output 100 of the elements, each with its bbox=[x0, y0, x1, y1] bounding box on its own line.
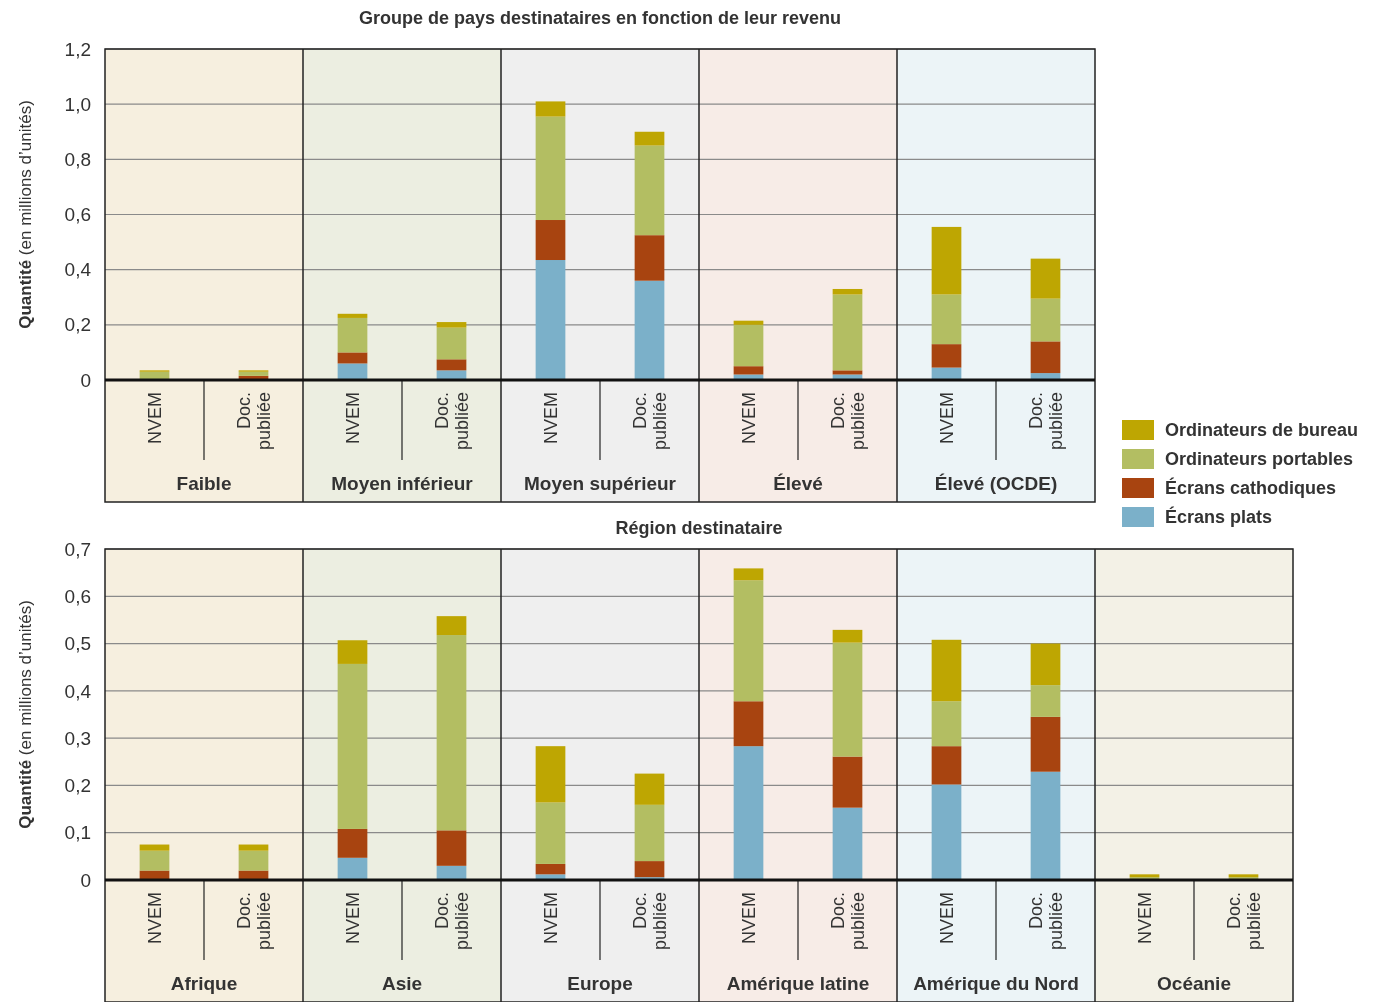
bar bbox=[931, 344, 962, 368]
text: Asie bbox=[381, 973, 423, 994]
bar bbox=[1030, 685, 1061, 717]
bar bbox=[337, 352, 368, 364]
bar bbox=[634, 773, 665, 805]
legend-label: Écrans cathodiques bbox=[1165, 477, 1337, 499]
bar bbox=[535, 863, 566, 875]
bar bbox=[733, 568, 764, 581]
y-tick-label: 1,0 bbox=[64, 93, 91, 115]
x-tick-label: Doc. publiée bbox=[1223, 892, 1264, 951]
y-axis-title: Quantité (en millions d’unités) bbox=[16, 600, 35, 829]
bar bbox=[733, 320, 764, 325]
x-tick-label: Doc. publiée bbox=[431, 892, 472, 951]
bar bbox=[1030, 643, 1061, 686]
x-tick-label: NVEM bbox=[936, 392, 957, 445]
bar bbox=[1030, 341, 1061, 374]
bar bbox=[1030, 716, 1061, 772]
y-tick-label: 0 bbox=[80, 369, 91, 391]
bar bbox=[1030, 298, 1061, 342]
y-tick-label: 0,5 bbox=[64, 633, 91, 655]
x-tick-label: NVEM bbox=[936, 892, 957, 945]
bar bbox=[931, 784, 962, 880]
text: Faible bbox=[176, 473, 232, 494]
bar bbox=[832, 756, 863, 808]
bar bbox=[634, 861, 665, 878]
bar bbox=[634, 145, 665, 236]
bar bbox=[733, 746, 764, 880]
bar bbox=[931, 746, 962, 785]
bar bbox=[238, 371, 269, 376]
y-tick-label: 0,4 bbox=[64, 259, 92, 281]
bar bbox=[733, 701, 764, 747]
bar bbox=[832, 629, 863, 643]
bar bbox=[139, 850, 170, 871]
bar bbox=[1030, 771, 1061, 880]
bar bbox=[337, 363, 368, 380]
y-tick-label: 0,3 bbox=[64, 727, 91, 749]
text: Afrique bbox=[170, 973, 238, 994]
bar bbox=[535, 746, 566, 803]
x-tick-label: Doc. publiée bbox=[233, 892, 274, 951]
x-tick-label: NVEM bbox=[144, 892, 165, 945]
bar bbox=[832, 294, 863, 371]
bar bbox=[337, 857, 368, 880]
x-tick-label: Doc. publiée bbox=[1025, 892, 1066, 951]
bar bbox=[436, 830, 467, 866]
bar bbox=[436, 616, 467, 636]
bar bbox=[634, 804, 665, 862]
legend-label: Écrans plats bbox=[1165, 506, 1273, 528]
x-tick-label: NVEM bbox=[342, 892, 363, 945]
bar bbox=[733, 324, 764, 367]
bar bbox=[436, 327, 467, 360]
y-tick-label: 0,8 bbox=[64, 148, 91, 170]
bar bbox=[931, 639, 962, 702]
bar bbox=[931, 294, 962, 345]
bar bbox=[337, 313, 368, 318]
x-tick-label: Doc. publiée bbox=[1025, 392, 1066, 451]
x-tick-label: NVEM bbox=[342, 392, 363, 445]
bar bbox=[535, 802, 566, 864]
bar bbox=[337, 640, 368, 664]
bar bbox=[337, 663, 368, 829]
y-tick-label: 0,2 bbox=[64, 775, 91, 797]
y-axis-title: Quantité (en millions d’unités) bbox=[16, 100, 35, 329]
bar bbox=[436, 359, 467, 371]
bar bbox=[535, 220, 566, 261]
bar bbox=[931, 701, 962, 747]
y-tick-label: 0 bbox=[80, 869, 91, 891]
bar bbox=[733, 366, 764, 375]
y-tick-label: 0,2 bbox=[64, 314, 91, 336]
legend-label: Ordinateurs portables bbox=[1165, 449, 1354, 470]
bar bbox=[436, 370, 467, 380]
chart-title: Région destinataire bbox=[615, 518, 783, 538]
bar bbox=[1030, 258, 1061, 299]
text: Moyen inférieur bbox=[331, 473, 474, 494]
bar bbox=[238, 850, 269, 871]
chart-title: Groupe de pays destinataires en fonction de leur revenu bbox=[358, 8, 842, 28]
x-tick-label: NVEM bbox=[144, 392, 165, 445]
x-tick-label: NVEM bbox=[540, 392, 561, 445]
bar bbox=[535, 116, 566, 221]
bar bbox=[832, 642, 863, 757]
text: Amérique latine bbox=[726, 973, 870, 994]
bar bbox=[238, 844, 269, 851]
x-tick-label: NVEM bbox=[540, 892, 561, 945]
x-tick-label: Doc. publiée bbox=[629, 892, 670, 951]
x-tick-label: Doc. publiée bbox=[233, 392, 274, 451]
text: Élevé bbox=[773, 473, 823, 494]
text: Moyen supérieur bbox=[523, 473, 677, 494]
y-tick-label: 0,7 bbox=[64, 538, 91, 560]
bar bbox=[436, 322, 467, 328]
y-tick-label: 0,6 bbox=[64, 204, 91, 226]
x-tick-label: Doc. publiée bbox=[827, 892, 868, 951]
y-tick-label: 0,1 bbox=[64, 822, 91, 844]
y-tick-label: 0,6 bbox=[64, 585, 91, 607]
legend-label: Ordinateurs de bureau bbox=[1165, 420, 1359, 441]
bar bbox=[535, 260, 566, 380]
x-tick-label: NVEM bbox=[738, 392, 759, 445]
bar bbox=[733, 580, 764, 702]
bar bbox=[832, 370, 863, 375]
text: Océanie bbox=[1157, 973, 1231, 994]
bar bbox=[931, 226, 962, 295]
x-tick-label: NVEM bbox=[1134, 892, 1155, 945]
bar bbox=[139, 844, 170, 851]
